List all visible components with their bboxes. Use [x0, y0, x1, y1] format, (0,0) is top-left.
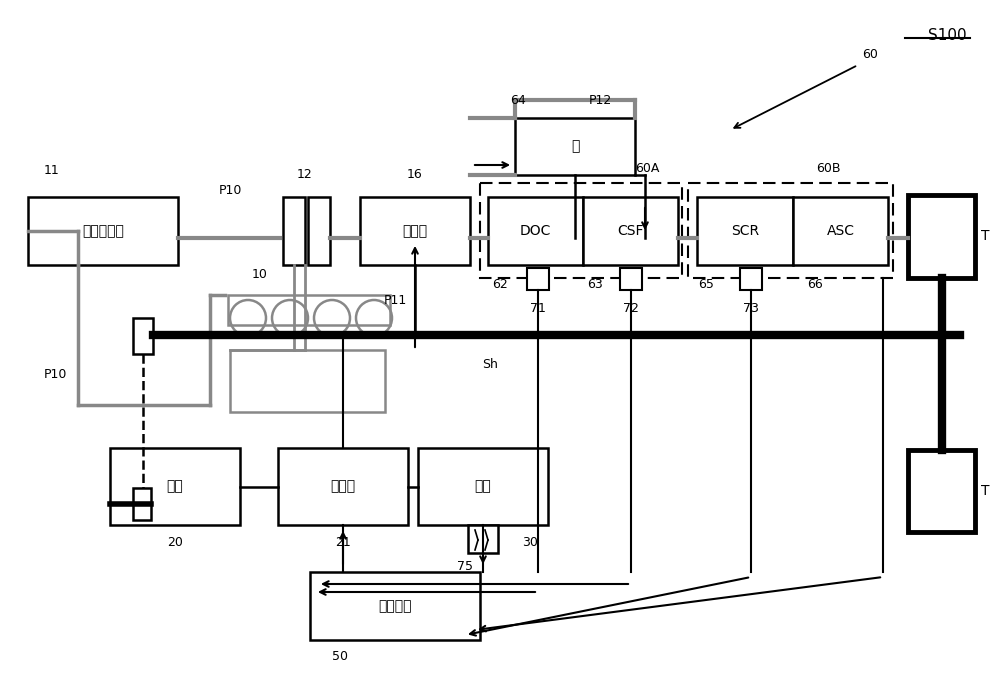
Bar	[308, 197, 330, 265]
Bar	[418, 448, 548, 525]
Text: 11: 11	[44, 164, 60, 177]
Text: S100: S100	[928, 28, 967, 43]
Bar	[793, 197, 888, 265]
Bar	[740, 268, 762, 290]
Bar	[488, 197, 583, 265]
Text: CSF: CSF	[617, 224, 644, 238]
Bar	[527, 268, 549, 290]
Text: 30: 30	[522, 536, 538, 548]
Bar	[133, 318, 153, 354]
Bar	[480, 183, 682, 278]
Bar	[310, 572, 480, 640]
Text: 50: 50	[332, 651, 348, 663]
Text: 电机: 电机	[167, 479, 183, 494]
Bar	[697, 197, 793, 265]
Bar	[688, 183, 893, 278]
Bar	[133, 488, 151, 520]
Text: 63: 63	[587, 278, 603, 292]
Text: Sh: Sh	[482, 359, 498, 372]
Bar	[908, 450, 975, 532]
Text: 10: 10	[252, 269, 268, 282]
Text: P11: P11	[383, 294, 407, 307]
Text: 60: 60	[862, 49, 878, 62]
Text: 71: 71	[530, 301, 546, 315]
Text: 60B: 60B	[816, 162, 840, 175]
Text: P12: P12	[588, 93, 612, 106]
Bar	[110, 448, 240, 525]
Text: T: T	[981, 230, 989, 244]
Bar	[583, 197, 678, 265]
Text: 空气滤清器: 空气滤清器	[82, 224, 124, 238]
Text: 加热器: 加热器	[402, 224, 428, 238]
Text: 电子设备: 电子设备	[378, 599, 412, 613]
Text: P10: P10	[218, 183, 242, 196]
Text: 64: 64	[510, 93, 526, 106]
Bar	[360, 197, 470, 265]
Text: 12: 12	[297, 169, 313, 181]
Bar	[230, 350, 385, 412]
Bar	[468, 525, 498, 553]
Bar	[283, 197, 305, 265]
Text: 75: 75	[457, 561, 473, 573]
Text: 21: 21	[335, 536, 351, 548]
Text: 65: 65	[698, 278, 714, 292]
Bar	[228, 295, 390, 325]
Text: 66: 66	[807, 278, 823, 292]
Text: 60A: 60A	[636, 162, 660, 175]
Bar	[908, 195, 975, 278]
Bar	[28, 197, 178, 265]
Text: 72: 72	[623, 301, 639, 315]
Bar	[278, 448, 408, 525]
Text: 16: 16	[407, 169, 423, 181]
Bar	[515, 118, 635, 175]
Bar	[620, 268, 642, 290]
Text: 阀: 阀	[571, 139, 579, 154]
Text: T: T	[981, 484, 989, 498]
Text: 逆变器: 逆变器	[330, 479, 356, 494]
Text: SCR: SCR	[731, 224, 759, 238]
Text: ASC: ASC	[826, 224, 854, 238]
Text: 73: 73	[743, 301, 759, 315]
Text: 62: 62	[492, 278, 508, 292]
Text: 20: 20	[167, 536, 183, 548]
Text: DOC: DOC	[520, 224, 551, 238]
Text: P10: P10	[43, 368, 67, 382]
Text: 电池: 电池	[475, 479, 491, 494]
